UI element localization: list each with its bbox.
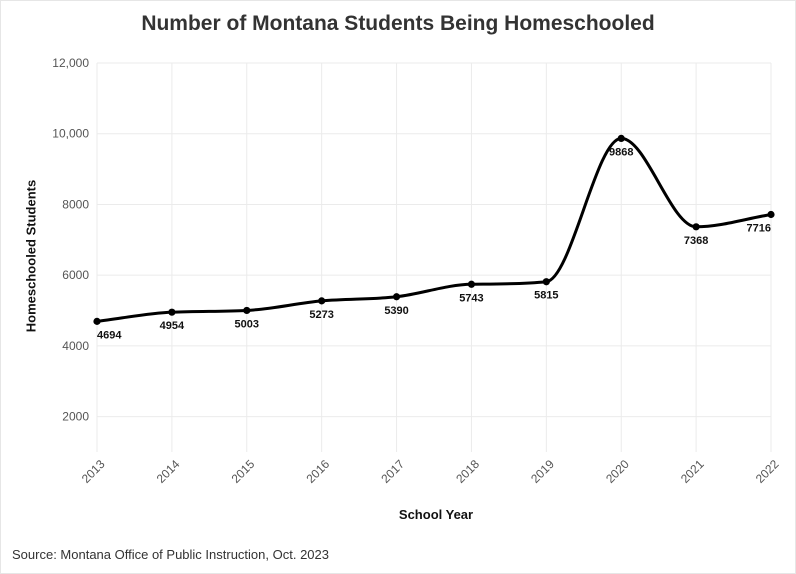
data-label: 5273 <box>309 309 333 321</box>
x-tick-label: 2014 <box>154 457 183 486</box>
data-point <box>467 280 476 288</box>
x-tick-label: 2015 <box>229 457 258 486</box>
x-tick-label: 2018 <box>453 457 482 486</box>
x-tick-label: 2019 <box>528 457 557 486</box>
data-label: 7368 <box>684 235 708 247</box>
x-tick-label: 2016 <box>303 457 332 486</box>
x-axis-ticks: 2013 2014 2015 2016 2017 2018 2019 2020 2021 2022 <box>79 457 782 486</box>
data-point <box>692 223 700 231</box>
data-label: 5815 <box>534 290 558 302</box>
data-point <box>93 317 101 325</box>
x-tick-label: 2020 <box>603 457 632 486</box>
data-points <box>93 134 775 325</box>
data-label: 5743 <box>459 292 483 304</box>
y-tick-label: 8000 <box>62 197 89 211</box>
data-label: 4954 <box>160 320 185 332</box>
data-labels: 4694 4954 5003 5273 5390 5743 5815 9868 7368 7716 <box>97 146 771 341</box>
y-tick-label: 12,000 <box>52 56 89 70</box>
x-tick-label: 2021 <box>678 457 707 486</box>
data-label: 5003 <box>235 318 259 330</box>
x-axis-label: School Year <box>398 507 474 522</box>
series-line <box>96 136 772 323</box>
data-point <box>392 293 401 301</box>
x-tick-label: 2013 <box>79 457 108 486</box>
chart-title: Number of Montana Students Being Homesch… <box>141 12 655 35</box>
y-tick-label: 6000 <box>62 268 89 282</box>
data-point <box>243 306 251 315</box>
data-point <box>617 134 625 142</box>
x-tick-label: 2022 <box>753 457 782 486</box>
y-axis-ticks: 2000 4000 6000 8000 10,000 12,000 <box>52 56 89 424</box>
y-tick-label: 4000 <box>62 339 89 353</box>
x-tick-label: 2017 <box>378 457 407 486</box>
y-tick-label: 10,000 <box>52 127 89 141</box>
data-point <box>542 278 550 286</box>
data-label: 7716 <box>747 222 771 234</box>
data-point <box>318 297 326 305</box>
data-point <box>168 308 176 316</box>
source-note: Source: Montana Office of Public Instruc… <box>12 547 329 562</box>
data-label: 9868 <box>609 146 633 158</box>
data-label: 5390 <box>384 305 408 317</box>
grid-lines <box>96 62 772 452</box>
y-tick-label: 2000 <box>62 410 89 424</box>
data-label: 4694 <box>97 329 122 341</box>
data-point <box>767 210 775 219</box>
